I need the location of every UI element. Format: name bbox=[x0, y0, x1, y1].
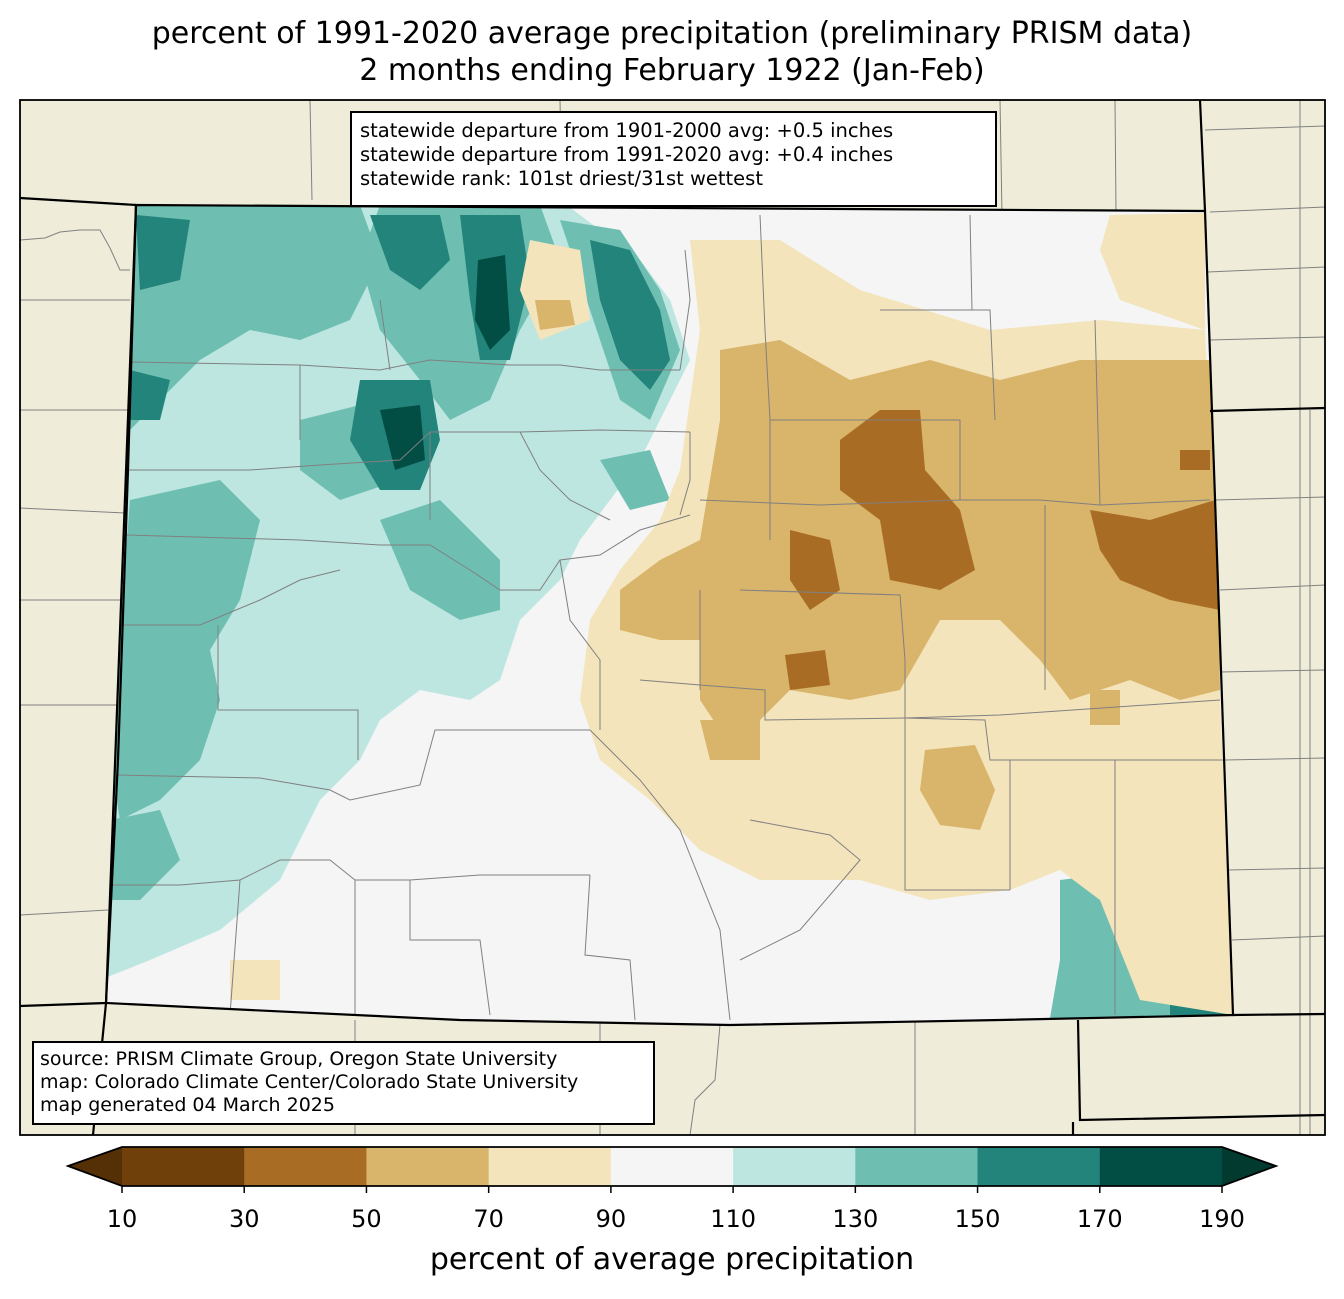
colorbar-tick-label: 130 bbox=[832, 1205, 879, 1233]
colorbar-tick-label: 50 bbox=[351, 1205, 382, 1233]
colorbar-over-arrow bbox=[1222, 1147, 1276, 1186]
colorbar-tick-label: 30 bbox=[228, 1205, 260, 1233]
colorbar-swatch bbox=[610, 1147, 734, 1186]
colorbar-swatch bbox=[1099, 1147, 1223, 1186]
map-title-line2: 2 months ending February 1922 (Jan-Feb) bbox=[359, 53, 985, 88]
colorbar-under-arrow bbox=[68, 1147, 122, 1186]
colorbar-swatch bbox=[244, 1147, 367, 1186]
precipitation-field bbox=[106, 205, 1233, 1025]
colorbar-outline bbox=[65, 1146, 1279, 1187]
colorbar-swatch bbox=[122, 1147, 245, 1186]
stats-line-3: statewide rank: 101st driest/31st wettes… bbox=[360, 167, 763, 190]
colorbar-swatch bbox=[366, 1147, 490, 1186]
colorbar-tick-label: 110 bbox=[710, 1205, 757, 1233]
source-line-3: map generated 04 March 2025 bbox=[40, 1094, 335, 1116]
neighbor-county-lines bbox=[20, 100, 1325, 1135]
colorbar-tick-label: 10 bbox=[106, 1205, 138, 1233]
statewide-stats-box: statewide departure from 1901-2000 avg: … bbox=[350, 111, 997, 207]
map-frame bbox=[19, 99, 1326, 1136]
stats-line-1: statewide departure from 1901-2000 avg: … bbox=[360, 119, 894, 142]
colorbar-tick-label: 70 bbox=[473, 1205, 504, 1233]
stats-line-2: statewide departure from 1991-2020 avg: … bbox=[360, 143, 894, 166]
colorbar-tick-label: 90 bbox=[595, 1205, 627, 1233]
source-box: source: PRISM Climate Group, Oregon Stat… bbox=[32, 1041, 655, 1125]
colorbar-label: percent of average precipitation bbox=[429, 1242, 915, 1277]
county-lines bbox=[108, 214, 1230, 1021]
map-title-line1: percent of 1991-2020 average precipitati… bbox=[151, 16, 1193, 51]
colorbar-tick-label: 150 bbox=[954, 1205, 1001, 1233]
colorbar-swatch bbox=[977, 1147, 1101, 1186]
colorbar-swatch bbox=[488, 1147, 612, 1186]
source-line-2: map: Colorado Climate Center/Colorado St… bbox=[40, 1071, 579, 1093]
colorbar-tick-label: 170 bbox=[1076, 1205, 1123, 1233]
colorbar-swatch bbox=[733, 1147, 856, 1186]
source-line-1: source: PRISM Climate Group, Oregon Stat… bbox=[40, 1048, 558, 1070]
colorbar-tick-label: 190 bbox=[1199, 1205, 1245, 1233]
colorbar-swatch bbox=[855, 1147, 979, 1186]
